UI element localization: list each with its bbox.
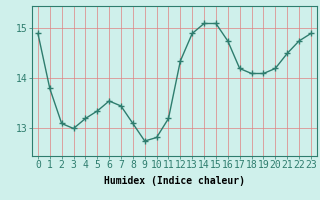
X-axis label: Humidex (Indice chaleur): Humidex (Indice chaleur) — [104, 176, 245, 186]
